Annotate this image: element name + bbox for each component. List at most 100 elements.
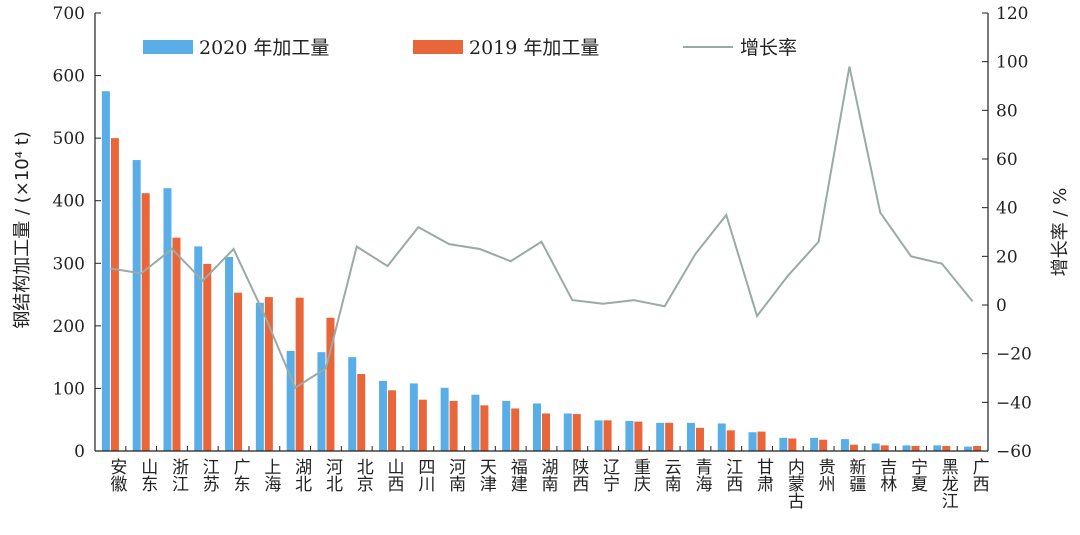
bar-2019 (757, 431, 766, 451)
y2-tick-label: −60 (996, 442, 1032, 462)
bar-2020 (779, 437, 788, 451)
y-tick-label: 700 (53, 4, 85, 24)
x-tick-label: 浙江 (168, 458, 189, 492)
legend-label-2019: 2019 年加工量 (469, 37, 599, 59)
y2-tick-label: 80 (996, 101, 1018, 121)
y2-tick-label: 60 (996, 150, 1018, 170)
bar-2019 (880, 445, 889, 451)
y2-tick-label: 0 (996, 296, 1007, 316)
bar-2020 (563, 413, 572, 451)
bar-2020 (440, 387, 449, 451)
bar-2019 (388, 390, 397, 451)
x-tick-label: 江苏 (199, 458, 220, 493)
x-tick-label: 河南 (445, 458, 466, 492)
x-tick-label: 江西 (722, 458, 743, 492)
x-tick-label: 河北 (322, 458, 343, 492)
bar-2019 (942, 445, 951, 451)
bar-2019 (511, 408, 520, 451)
bar-2019 (634, 421, 643, 451)
bar-2019 (110, 138, 119, 451)
bar-2019 (203, 263, 212, 451)
bar-2020 (409, 383, 418, 451)
legend-label-2020: 2020 年加工量 (199, 37, 329, 59)
x-tick-label: 甘肃 (753, 458, 774, 492)
y2-tick-label: 100 (996, 53, 1028, 73)
bar-2019 (141, 193, 150, 451)
x-tick-label: 山西 (384, 458, 404, 492)
x-tick-label: 山东 (137, 458, 157, 492)
bar-2019 (911, 445, 920, 451)
x-tick-label: 内蒙古 (784, 458, 805, 509)
x-tick-label: 黑龙江 (938, 458, 959, 509)
legend-label-growth: 增长率 (740, 37, 797, 59)
legend: 2020 年加工量 2019 年加工量 增长率 (143, 37, 797, 59)
y-axis-title: 钢结构加工量 / (×10⁴ t) (12, 131, 33, 329)
bar-2020 (625, 420, 634, 451)
bar-2020 (194, 246, 203, 451)
x-tick-label: 青海 (691, 458, 712, 493)
x-tick-label: 重庆 (630, 458, 651, 492)
bar-2019 (234, 292, 243, 451)
y-tick-label: 500 (53, 129, 85, 149)
y2-tick-label: −40 (996, 393, 1032, 413)
bar-2020 (964, 446, 973, 451)
x-tick-label: 新疆 (845, 458, 866, 492)
y-tick-label: 100 (53, 379, 85, 399)
x-tick-label: 湖南 (538, 458, 559, 492)
x-tick-label: 上海 (260, 458, 281, 493)
bar-2019 (695, 427, 704, 451)
bar-2020 (502, 400, 511, 451)
bar-2019 (264, 297, 273, 451)
bar-2020 (840, 439, 849, 451)
x-tick-label: 云南 (661, 458, 682, 492)
bar-layer (101, 91, 982, 452)
bar-2020 (933, 445, 942, 451)
x-tick-label: 贵州 (815, 458, 836, 492)
y-tick-label: 600 (53, 67, 85, 87)
x-tick-label: 宁夏 (907, 458, 928, 492)
axes: 0 100 200 300 400 500 600 700 −60 −40 −20 0 20 40 60 80… (53, 4, 1032, 509)
y2-tick-label: 120 (996, 4, 1028, 24)
x-tick-label: 安徽 (106, 458, 127, 492)
bar-2019 (418, 399, 427, 451)
bar-2020 (348, 357, 357, 451)
bar-2020 (594, 420, 603, 451)
x-tick-label: 广西 (969, 458, 990, 492)
bar-2019 (819, 439, 828, 451)
x-tick-label: 陕西 (568, 458, 588, 492)
x-tick-label: 福建 (507, 458, 528, 492)
bar-2019 (357, 374, 366, 451)
x-tick-label: 北京 (353, 458, 374, 493)
y2-tick-label: 20 (996, 247, 1018, 267)
y-tick-label: 200 (53, 317, 85, 337)
bar-2019 (542, 413, 550, 451)
y-tick-label: 300 (53, 254, 85, 274)
y2-tick-label: 40 (996, 199, 1018, 219)
bar-2020 (686, 422, 695, 451)
bar-2019 (788, 438, 797, 451)
bar-2019 (326, 317, 335, 451)
bar-2020 (656, 422, 665, 451)
y-tick-label: 0 (74, 442, 85, 462)
bar-2020 (317, 352, 326, 451)
x-tick-label: 广东 (230, 458, 251, 492)
bar-2020 (471, 394, 480, 451)
x-tick-label: 吉林 (876, 458, 897, 492)
bar-2020 (132, 160, 141, 452)
bar-2019 (973, 445, 982, 451)
bar-2019 (849, 444, 858, 451)
bar-2019 (449, 400, 458, 451)
bar-2020 (286, 350, 295, 451)
bar-2019 (172, 237, 181, 451)
bar-2020 (163, 188, 172, 451)
growth-line-layer (110, 66, 974, 390)
bar-2020 (101, 91, 110, 452)
y2-tick-label: −20 (996, 345, 1032, 365)
bar-2020 (225, 257, 234, 451)
bar-2019 (726, 430, 735, 451)
bar-2020 (533, 403, 541, 451)
x-tick-label: 四川 (414, 458, 435, 492)
bar-2020 (255, 302, 264, 451)
legend-swatch-2020 (143, 40, 193, 54)
